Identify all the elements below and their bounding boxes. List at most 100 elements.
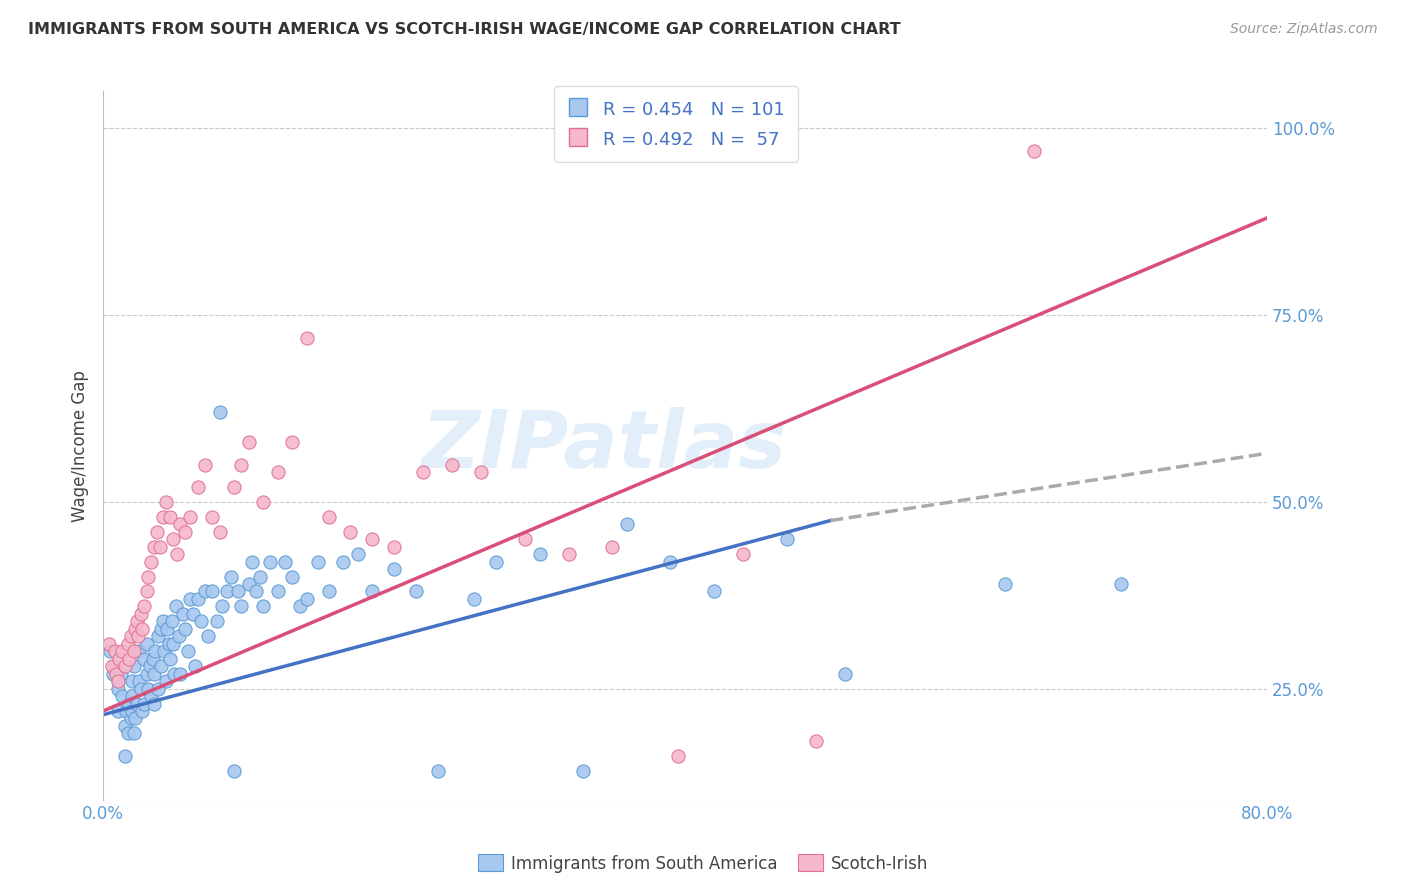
Point: [238, 435, 260, 450]
Point: [172, 607, 194, 621]
Point: [108, 651, 131, 665]
Point: [222, 480, 245, 494]
Point: [173, 622, 195, 636]
Point: [426, 764, 449, 778]
Point: [834, 666, 856, 681]
Point: [150, 622, 173, 636]
Point: [122, 644, 145, 658]
Point: [165, 599, 187, 614]
Point: [733, 547, 755, 561]
Point: [160, 615, 183, 629]
Point: [135, 666, 157, 681]
Point: [107, 681, 129, 696]
Point: [142, 651, 165, 665]
Point: [121, 689, 143, 703]
Point: [529, 547, 551, 561]
Point: [159, 651, 181, 665]
Point: [118, 651, 141, 665]
Point: [157, 637, 180, 651]
Point: [153, 644, 176, 658]
Point: [222, 764, 245, 778]
Point: [205, 615, 228, 629]
Point: [463, 591, 485, 606]
Point: [485, 555, 508, 569]
Point: [187, 591, 209, 606]
Point: [169, 517, 191, 532]
Point: [194, 458, 217, 472]
Point: [382, 562, 405, 576]
Point: [776, 532, 799, 546]
Point: [155, 495, 177, 509]
Point: [659, 555, 682, 569]
Legend: Immigrants from South America, Scotch-Irish: Immigrants from South America, Scotch-Ir…: [471, 847, 935, 880]
Point: [666, 748, 689, 763]
Point: [249, 569, 271, 583]
Point: [162, 532, 184, 546]
Point: [215, 584, 238, 599]
Point: [194, 584, 217, 599]
Point: [267, 465, 290, 479]
Point: [117, 726, 139, 740]
Point: [136, 681, 159, 696]
Point: [139, 555, 162, 569]
Point: [252, 495, 274, 509]
Point: [339, 524, 361, 539]
Point: [346, 547, 368, 561]
Point: [156, 622, 179, 636]
Point: [332, 555, 354, 569]
Point: [382, 540, 405, 554]
Point: [190, 615, 212, 629]
Point: [288, 599, 311, 614]
Text: ZIPatlas: ZIPatlas: [420, 407, 786, 485]
Point: [129, 607, 152, 621]
Point: [114, 659, 136, 673]
Point: [361, 584, 384, 599]
Point: [125, 615, 148, 629]
Point: [197, 629, 219, 643]
Point: [228, 584, 250, 599]
Point: [103, 666, 125, 681]
Point: [1024, 144, 1046, 158]
Point: [307, 555, 329, 569]
Point: [117, 637, 139, 651]
Point: [169, 666, 191, 681]
Point: [143, 540, 166, 554]
Point: [111, 689, 134, 703]
Point: [155, 674, 177, 689]
Point: [111, 644, 134, 658]
Point: [149, 540, 172, 554]
Point: [132, 697, 155, 711]
Point: [100, 644, 122, 658]
Point: [124, 622, 146, 636]
Point: [1111, 577, 1133, 591]
Point: [121, 674, 143, 689]
Text: Source: ZipAtlas.com: Source: ZipAtlas.com: [1230, 22, 1378, 37]
Point: [152, 615, 174, 629]
Point: [162, 637, 184, 651]
Point: [208, 405, 231, 419]
Point: [118, 697, 141, 711]
Point: [412, 465, 434, 479]
Point: [804, 734, 827, 748]
Point: [138, 659, 160, 673]
Point: [267, 584, 290, 599]
Point: [148, 629, 170, 643]
Point: [104, 659, 127, 673]
Point: [146, 524, 169, 539]
Point: [143, 697, 166, 711]
Point: [187, 480, 209, 494]
Point: [166, 547, 188, 561]
Point: [176, 644, 198, 658]
Point: [101, 659, 124, 673]
Point: [152, 509, 174, 524]
Point: [281, 435, 304, 450]
Point: [128, 644, 150, 658]
Point: [274, 555, 297, 569]
Text: IMMIGRANTS FROM SOUTH AMERICA VS SCOTCH-IRISH WAGE/INCOME GAP CORRELATION CHART: IMMIGRANTS FROM SOUTH AMERICA VS SCOTCH-…: [28, 22, 901, 37]
Point: [97, 637, 120, 651]
Point: [259, 555, 281, 569]
Point: [121, 704, 143, 718]
Point: [211, 599, 233, 614]
Point: [318, 584, 340, 599]
Point: [131, 704, 153, 718]
